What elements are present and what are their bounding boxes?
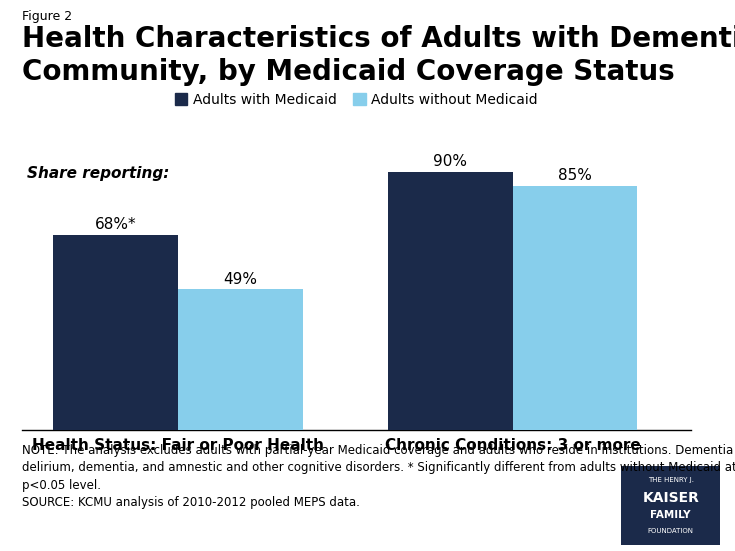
Text: Figure 2: Figure 2	[22, 10, 72, 23]
Text: 90%: 90%	[433, 154, 467, 169]
Text: Health Characteristics of Adults with Dementia in the: Health Characteristics of Adults with De…	[22, 25, 735, 53]
Text: THE HENRY J.: THE HENRY J.	[648, 477, 694, 483]
Bar	[178, 289, 303, 430]
Text: KAISER: KAISER	[642, 490, 699, 505]
Text: 85%: 85%	[558, 169, 592, 183]
Text: 49%: 49%	[223, 272, 257, 287]
Text: Share reporting:: Share reporting:	[26, 166, 169, 181]
Bar	[387, 172, 512, 430]
Bar	[53, 235, 178, 430]
Text: 68%*: 68%*	[95, 217, 137, 232]
Legend: Adults with Medicaid, Adults without Medicaid: Adults with Medicaid, Adults without Med…	[169, 87, 544, 112]
Text: Community, by Medicaid Coverage Status: Community, by Medicaid Coverage Status	[22, 58, 675, 86]
Bar	[512, 186, 637, 430]
Text: FAMILY: FAMILY	[650, 510, 691, 520]
Text: FOUNDATION: FOUNDATION	[648, 528, 694, 534]
Text: NOTE: The analysis excludes adults with partial-year Medicaid coverage and adult: NOTE: The analysis excludes adults with …	[22, 444, 735, 509]
